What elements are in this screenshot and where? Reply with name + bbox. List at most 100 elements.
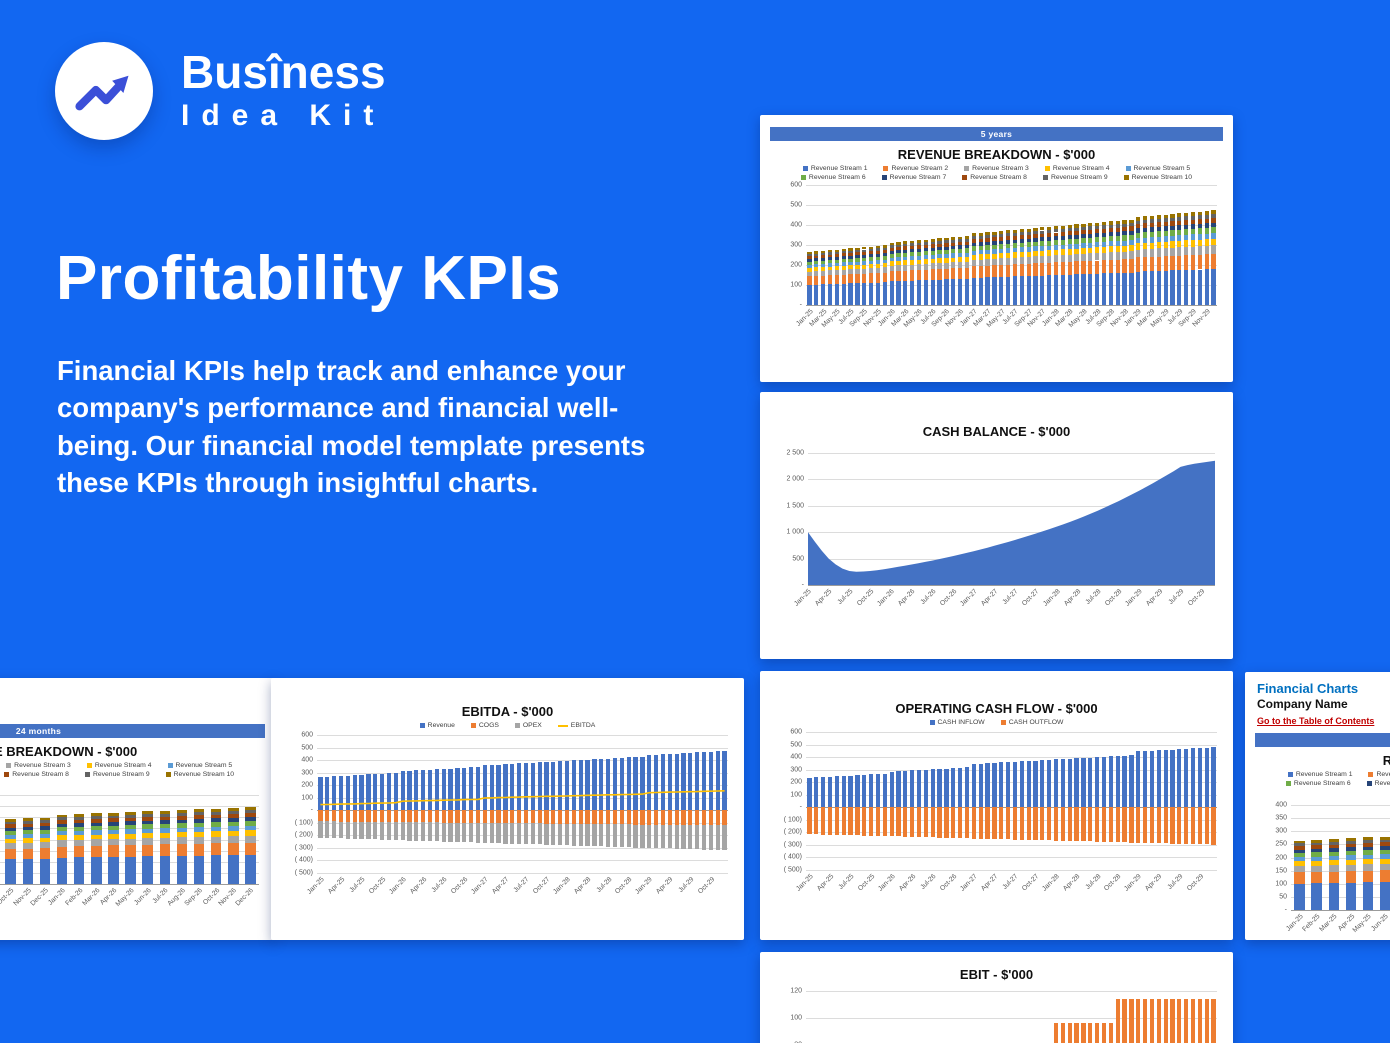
bar-segment: [482, 822, 487, 843]
brand-subname: Idea Kit: [181, 99, 386, 133]
chart-legend: Revenue COGS OPEX EBITDA: [271, 722, 744, 729]
bar-segment: [937, 768, 942, 808]
bar-segment: [1095, 229, 1100, 234]
bar-segment: [325, 810, 330, 822]
bar-segment: [1047, 229, 1052, 234]
bar-segment: [5, 838, 16, 844]
bar-segment: [1177, 235, 1182, 241]
bar-segment: [108, 821, 119, 826]
bar-segment: [1095, 242, 1100, 248]
bar-segment: [1053, 275, 1059, 305]
bar-segment: [585, 810, 590, 824]
bar-segment: [1095, 273, 1100, 305]
bar-segment: [834, 254, 839, 257]
bar-segment: [999, 233, 1004, 237]
bar-segment: [951, 768, 956, 808]
x-axis-line: [808, 585, 1215, 586]
bar-segment: [999, 231, 1004, 234]
bar-segment: [39, 826, 51, 830]
bar-segment: [345, 821, 350, 839]
bar-segment: [971, 807, 976, 839]
bar-segment: [958, 261, 963, 269]
bar-segment: [1053, 807, 1059, 841]
x-axis-tick-label: Jun-25: [1370, 913, 1390, 933]
bar-segment: [1190, 219, 1196, 225]
bar-segment: [1012, 252, 1018, 258]
bar-segment: [964, 807, 970, 839]
bar-segment: [571, 810, 576, 824]
bar-segment: [5, 834, 16, 839]
bar-segment: [1012, 257, 1018, 265]
bar-segment: [862, 249, 867, 252]
bar-segment: [352, 810, 357, 822]
bar-segment: [903, 249, 908, 253]
bar-segment: [688, 825, 693, 850]
bar-segment: [91, 834, 102, 840]
bar-segment: [937, 241, 942, 244]
bar-segment: [807, 267, 812, 272]
bar-segment: [1019, 251, 1024, 258]
bar-segment: [1060, 231, 1065, 236]
bar-segment: [1108, 252, 1113, 260]
bar-segment: [1019, 247, 1024, 252]
bar-segment: [862, 261, 867, 265]
bar-segment: [523, 810, 529, 824]
bar-segment: [862, 254, 867, 258]
bar-segment: [386, 810, 392, 823]
bar-segment: [1074, 758, 1079, 808]
x-axis-tick-label: May-26: [114, 887, 136, 908]
bar-segment: [1311, 860, 1322, 866]
legend-item: Revenue Stream 2: [1368, 771, 1390, 778]
bar-segment: [1026, 242, 1031, 247]
bar-segment: [834, 266, 839, 271]
bar-segment: [159, 823, 171, 829]
bar-segment: [1362, 854, 1374, 860]
x-axis-tick-label: Apr-25: [815, 873, 835, 893]
bar-segment: [821, 260, 826, 264]
bar-segment: [916, 248, 922, 252]
bar-segment: [1060, 228, 1065, 232]
bar-segment: [896, 247, 901, 251]
y-axis-tick-label: 400: [1275, 801, 1287, 809]
bar-segment: [834, 262, 839, 267]
bar-segment: [142, 817, 153, 821]
bar-segment: [1204, 999, 1209, 1043]
bar-segment: [176, 823, 188, 828]
bar-segment: [827, 284, 833, 305]
bar-segment: [1108, 221, 1113, 225]
bar-segment: [73, 857, 85, 884]
bar-segment: [1129, 999, 1134, 1043]
bar-segment: [516, 763, 522, 811]
bar-segment: [1156, 218, 1161, 223]
legend-item: Revenue Stream 10: [165, 771, 234, 778]
bar-segment: [1040, 233, 1045, 238]
x-axis-tick-label: Apr-28: [1062, 873, 1082, 893]
bar-segment: [578, 823, 583, 846]
bar-segment: [245, 821, 256, 826]
y-axis-tick-label: ( 100): [294, 819, 313, 827]
bar-segment: [338, 810, 344, 822]
bar-segment: [985, 245, 990, 250]
x-axis-tick-label: Oct-29: [696, 876, 716, 896]
table-of-contents-link[interactable]: Go to the Table of Contents: [1257, 716, 1375, 726]
bar-segment: [1047, 236, 1052, 241]
bar-segment: [855, 247, 860, 251]
bar-segment: [159, 856, 171, 884]
card-ebitda: EBITDA - $'000 Revenue COGS OPEX EBITDA 600…: [271, 678, 744, 940]
bar-segment: [1060, 239, 1065, 245]
bar-segment: [1026, 231, 1031, 235]
bar-segment: [1115, 231, 1120, 236]
bar-segment: [971, 239, 976, 243]
bar-segment: [448, 810, 453, 823]
bar-segment: [930, 241, 935, 245]
bar-segment: [1033, 246, 1038, 252]
ebit-plot: 12010080604020-: [790, 988, 1217, 1043]
bar-segment: [889, 257, 894, 262]
x-axis-line: [806, 807, 1217, 809]
bar-segment: [108, 829, 119, 835]
gridline: [1291, 883, 1390, 885]
x-axis-tick-label: Oct-27: [1021, 873, 1041, 893]
gridline: [317, 847, 728, 849]
